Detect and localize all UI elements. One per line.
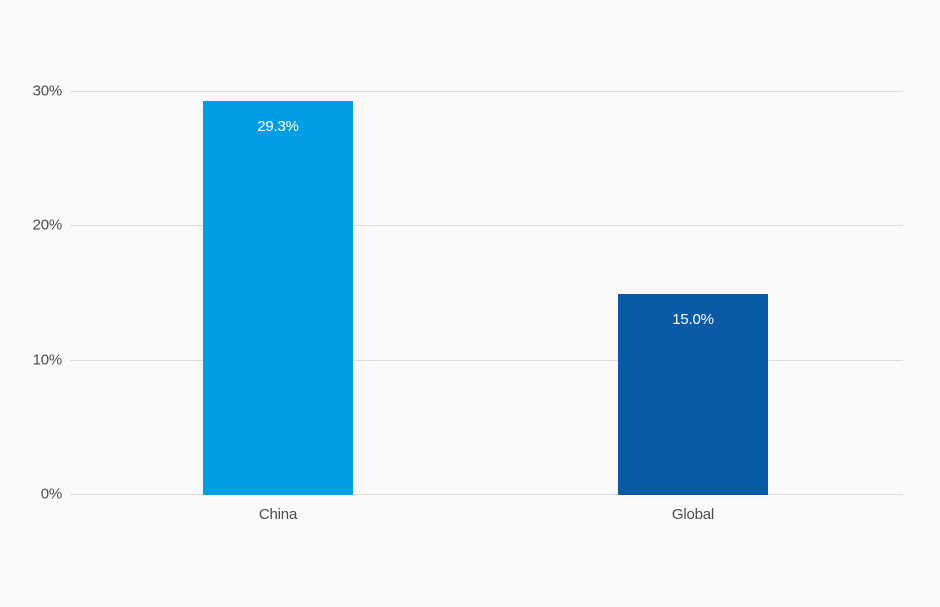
x-axis-category-label-global: Global [671,506,715,523]
bar-value-label: 15.0% [672,310,714,328]
gridline: 20% [33,217,903,234]
gridline: 0% [41,486,903,503]
y-axis-tick-label: 20% [32,216,63,234]
y-axis-tick-label: 10% [32,351,63,369]
bar-china: 29.3% [203,101,353,495]
y-axis-tick-label: 0% [40,485,62,503]
bar-value-label: 29.3% [257,118,299,136]
bar-global: 15.0% [618,293,768,495]
y-axis-tick-label: 30% [32,82,63,100]
x-axis-category-label-china: China [258,506,298,523]
plot-area: 0% 10% 20% 30% 29.3% 15.0% China Global [33,83,903,523]
gridline: 10% [33,351,903,368]
gridline: 30% [33,83,903,100]
